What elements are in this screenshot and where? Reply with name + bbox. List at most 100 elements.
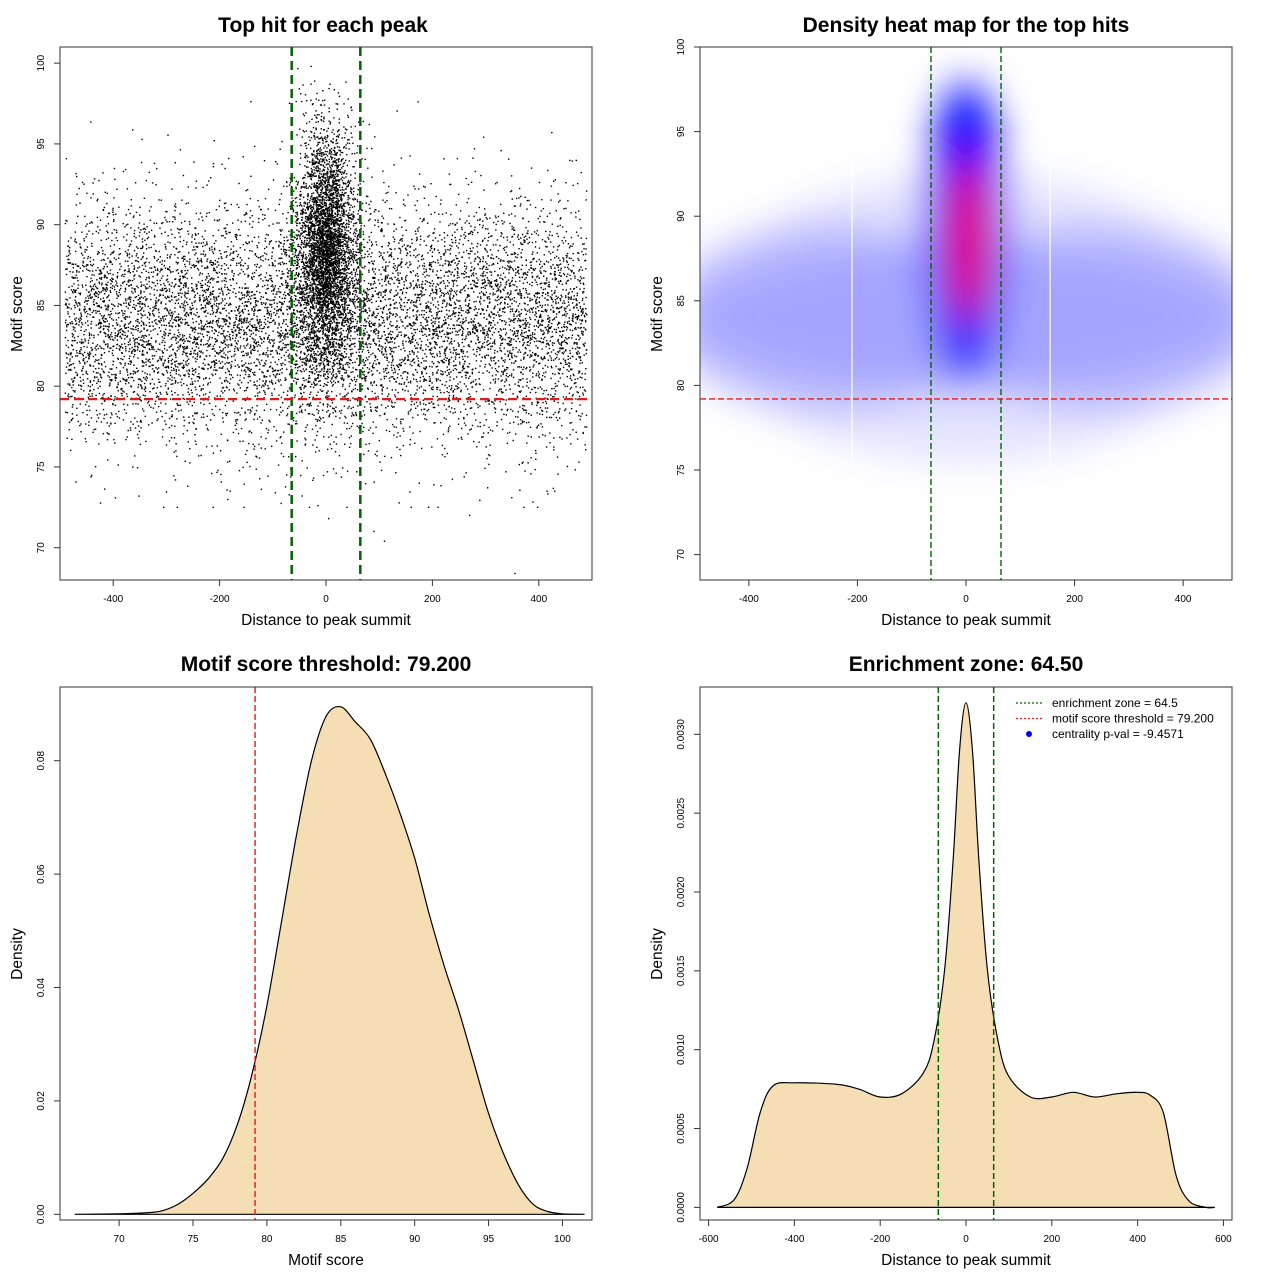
scatter-point bbox=[176, 335, 179, 337]
scatter-point bbox=[107, 309, 109, 311]
scatter-point bbox=[136, 349, 139, 351]
scatter-point bbox=[479, 425, 481, 428]
scatter-point bbox=[214, 355, 216, 357]
scatter-point bbox=[497, 250, 499, 252]
scatter-point bbox=[259, 298, 262, 300]
scatter-point bbox=[179, 292, 181, 294]
scatter-point bbox=[68, 286, 70, 288]
scatter-point bbox=[567, 322, 569, 324]
scatter-point bbox=[123, 409, 126, 411]
scatter-point bbox=[573, 298, 575, 301]
scatter-point bbox=[403, 383, 405, 385]
scatter-point bbox=[454, 349, 456, 352]
scatter-point bbox=[497, 360, 500, 362]
scatter-point bbox=[317, 288, 319, 290]
scatter-point bbox=[184, 276, 186, 278]
scatter-point bbox=[309, 239, 312, 241]
scatter-point bbox=[381, 285, 383, 287]
scatter-point bbox=[124, 260, 127, 262]
scatter-point bbox=[448, 361, 451, 364]
scatter-point bbox=[447, 332, 449, 334]
scatter-point bbox=[468, 397, 470, 399]
scatter-point bbox=[550, 351, 553, 353]
scatter-point bbox=[296, 235, 298, 237]
scatter-point bbox=[270, 317, 272, 320]
scatter-point bbox=[138, 336, 140, 339]
scatter-point bbox=[309, 366, 311, 368]
scatter-point bbox=[202, 367, 205, 369]
scatter-point bbox=[143, 410, 145, 412]
scatter-point bbox=[522, 373, 524, 375]
scatter-point bbox=[188, 336, 191, 338]
scatter-point bbox=[516, 320, 519, 322]
scatter-point bbox=[111, 287, 114, 290]
scatter-point bbox=[539, 362, 541, 365]
scatter-point bbox=[570, 421, 573, 424]
scatter-point bbox=[507, 354, 510, 356]
scatter-point bbox=[526, 232, 528, 234]
scatter-point bbox=[170, 312, 172, 314]
scatter-point bbox=[465, 177, 467, 180]
scatter-point bbox=[107, 296, 109, 298]
scatter-point bbox=[184, 220, 186, 222]
scatter-point bbox=[247, 276, 249, 278]
scatter-point bbox=[113, 244, 115, 246]
scatter-point bbox=[490, 321, 492, 324]
scatter-point bbox=[226, 286, 228, 289]
scatter-point bbox=[103, 265, 105, 268]
scatter-point bbox=[401, 226, 403, 228]
scatter-point bbox=[163, 265, 165, 267]
scatter-point bbox=[524, 303, 526, 305]
scatter-point bbox=[380, 378, 382, 381]
scatter-point bbox=[226, 293, 228, 296]
scatter-point bbox=[174, 236, 176, 239]
scatter-point bbox=[555, 302, 557, 305]
scatter-point bbox=[207, 299, 209, 302]
scatter-point bbox=[502, 236, 505, 239]
scatter-point bbox=[504, 368, 506, 371]
scatter-point bbox=[254, 309, 256, 312]
scatter-point bbox=[162, 316, 164, 318]
scatter-point bbox=[445, 309, 448, 311]
scatter-point bbox=[354, 287, 356, 290]
scatter-point bbox=[263, 376, 265, 378]
scatter-point bbox=[96, 344, 99, 346]
scatter-point bbox=[119, 294, 121, 296]
scatter-point bbox=[511, 320, 513, 322]
scatter-point bbox=[489, 249, 492, 251]
scatter-point bbox=[240, 292, 243, 294]
scatter-point bbox=[338, 295, 340, 297]
scatter-point bbox=[492, 263, 494, 265]
scatter-point bbox=[215, 296, 217, 298]
scatter-point bbox=[238, 384, 240, 386]
scatter-point bbox=[265, 376, 268, 378]
scatter-point bbox=[147, 305, 149, 308]
scatter-point bbox=[395, 301, 397, 304]
scatter-point bbox=[494, 283, 497, 285]
scatter-point bbox=[125, 327, 127, 330]
scatter-point bbox=[240, 351, 243, 353]
scatter-point bbox=[268, 366, 271, 368]
scatter-point bbox=[472, 279, 474, 282]
scatter-point bbox=[514, 416, 517, 418]
scatter-point bbox=[576, 377, 579, 380]
scatter-point bbox=[207, 346, 209, 348]
scatter-point bbox=[112, 251, 114, 254]
scatter-point bbox=[328, 204, 331, 206]
scatter-point bbox=[213, 360, 215, 362]
scatter-point bbox=[200, 242, 202, 244]
scatter-point bbox=[503, 260, 505, 262]
scatter-point bbox=[495, 223, 497, 226]
scatter-point bbox=[364, 327, 367, 330]
scatter-point bbox=[204, 244, 206, 247]
scatter-point bbox=[111, 285, 114, 287]
scatter-point bbox=[168, 346, 171, 348]
scatter-point bbox=[439, 221, 441, 223]
scatter-point bbox=[338, 244, 340, 247]
scatter-point bbox=[164, 403, 167, 405]
scatter-point bbox=[464, 408, 467, 410]
scatter-point bbox=[492, 319, 494, 322]
scatter-point bbox=[395, 228, 397, 230]
scatter-point bbox=[484, 208, 486, 210]
scatter-point bbox=[148, 247, 150, 249]
